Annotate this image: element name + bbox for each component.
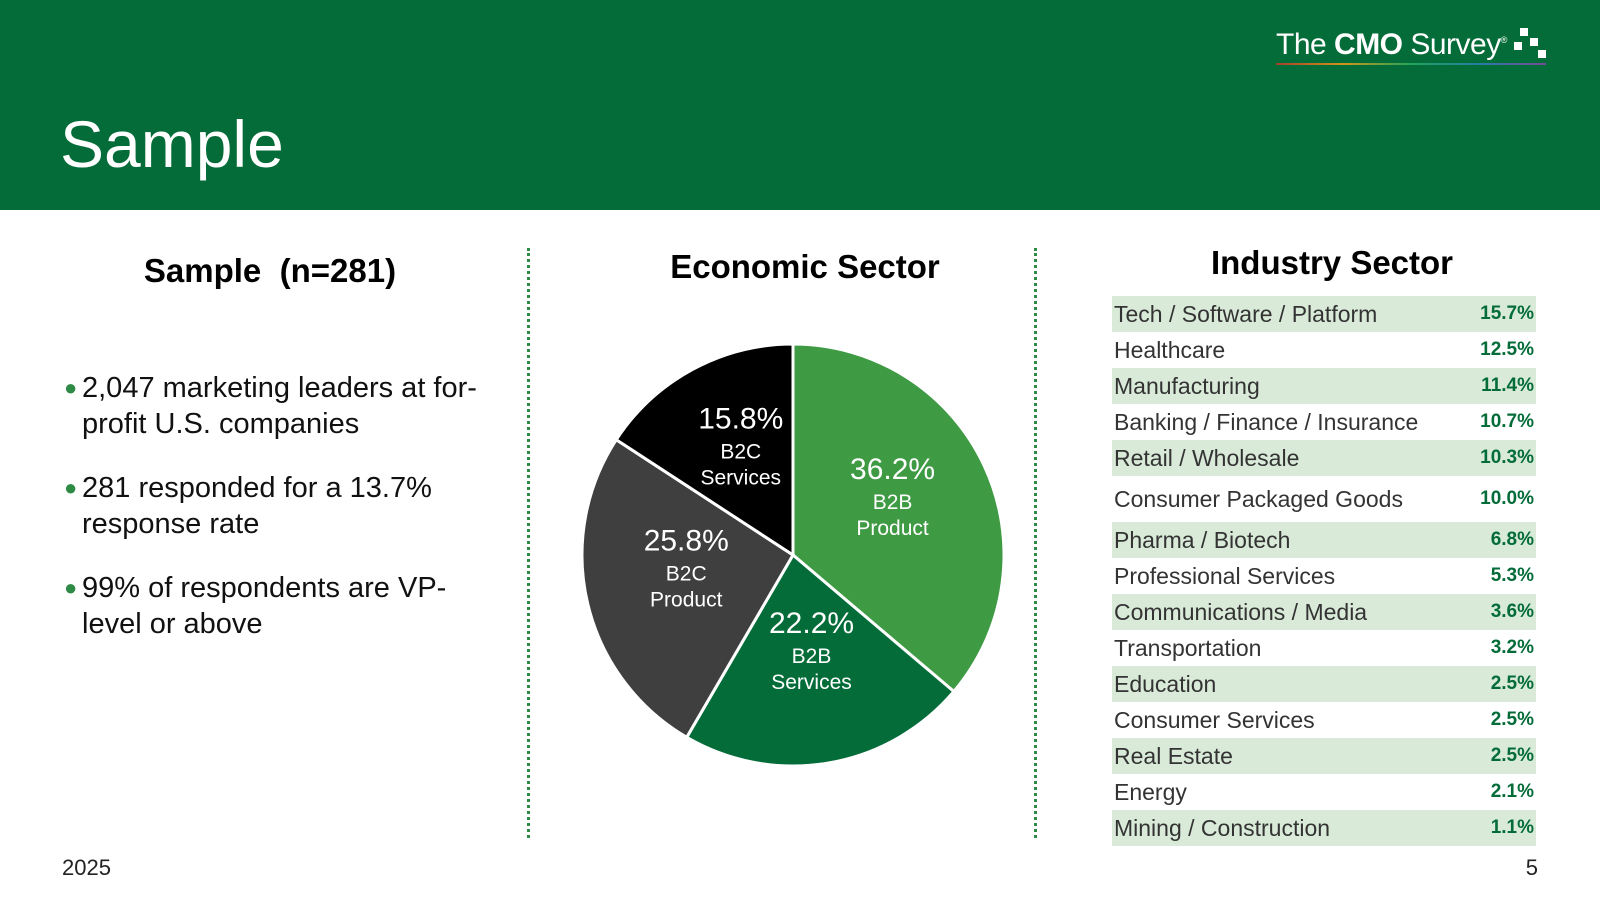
industry-value: 1.1% [1490,817,1534,838]
industry-label: Education [1114,671,1217,697]
pie-slice-percent: 22.2% [769,607,854,640]
industry-value: 2.5% [1490,745,1534,766]
industry-label: Mining / Construction [1114,815,1331,841]
industry-row: Banking / Finance / Insurance 10.7% [1112,404,1536,440]
header-banner [0,0,1600,210]
industry-row: Consumer Services 2.5% [1112,702,1536,738]
industry-value: 11.4% [1481,375,1534,396]
industry-value: 10.0% [1480,488,1534,509]
industry-value: 3.6% [1490,601,1534,622]
industry-row: Communications / Media 3.6% [1112,594,1536,630]
industry-row: Consumer Packaged Goods 10.0% [1112,476,1536,522]
bullet-item: ● 99% of respondents are VP-level or abov… [64,570,504,642]
sample-bullets: ● 2,047 marketing leaders at for-profit U… [64,370,504,670]
industry-label: Tech / Software / Platform [1114,301,1378,327]
industry-label: Consumer Packaged Goods [1114,486,1403,512]
industry-value: 3.2% [1490,637,1534,658]
industry-row: Manufacturing 11.4% [1112,368,1536,404]
industry-label: Pharma / Biotech [1114,527,1291,553]
bullet-text: 281 responded for a 13.7% response rate [82,472,432,540]
pie-slice-percent: 36.2% [850,453,935,486]
industry-label: Manufacturing [1114,373,1260,399]
pie-slice-percent: 15.8% [698,403,783,436]
industry-label: Healthcare [1114,337,1226,363]
logo-squares-icon [1514,28,1560,64]
pie-slice-label: Services [700,467,781,490]
divider-left [527,248,530,838]
divider-right [1034,248,1037,838]
page-number: 5 [1525,855,1538,880]
pie-slice [614,342,795,558]
bullet-text: 99% of respondents are VP-level or above [82,572,447,640]
industry-value: 2.1% [1490,781,1534,802]
cmo-survey-logo: The CMO Survey® [1276,28,1507,68]
industry-label: Banking / Finance / Insurance [1114,409,1419,435]
industry-value: 15.7% [1480,303,1534,324]
pie-slice [791,342,1006,694]
bullet-item: ● 281 responded for a 13.7% response rate [64,470,504,542]
bullet-item: ● 2,047 marketing leaders at for-profit U… [64,370,504,442]
bullet-text: 2,047 marketing leaders at for-profit U.… [82,372,477,440]
industry-row: Mining / Construction 1.1% [1112,810,1536,846]
industry-sector-table: Tech / Software / Platform 15.7% Healthcar… [1112,296,1536,846]
industry-value: 2.5% [1490,673,1534,694]
industry-sector-title: Industry Sector [1210,244,1454,281]
industry-label: Real Estate [1114,743,1233,769]
industry-value: 6.8% [1490,529,1534,550]
pie-slice-label: Product [650,588,723,611]
economic-sector-title: Economic Sector [670,248,940,285]
pie-slice-label: B2C [720,441,761,464]
industry-label: Consumer Services [1114,707,1315,733]
industry-row: Professional Services 5.3% [1112,558,1536,594]
industry-label: Transportation [1114,635,1262,661]
pie-slice-label: Services [771,671,852,694]
industry-row: Energy 2.1% [1112,774,1536,810]
industry-row: Pharma / Biotech 6.8% [1112,522,1536,558]
footer-year: 2025 [62,855,111,880]
industry-row: Education 2.5% [1112,666,1536,702]
page-title: Sample [60,107,284,181]
pie-slice-label: B2B [792,645,832,668]
industry-value: 2.5% [1490,709,1534,730]
pie-slice-label: B2B [873,491,913,514]
bullet-icon: ● [64,575,78,600]
bullet-icon: ● [64,475,78,500]
industry-label: Professional Services [1114,563,1336,589]
pie-slice-label: B2C [666,562,707,585]
industry-row: Retail / Wholesale 10.3% [1112,440,1536,476]
industry-value: 5.3% [1490,565,1534,586]
logo-prefix: The [1276,28,1335,61]
logo-suffix: Survey [1402,28,1501,61]
pie-slice [580,437,796,740]
industry-row: Transportation 3.2% [1112,630,1536,666]
industry-value: 10.7% [1480,411,1534,432]
sample-title: Sample (n=281) [143,252,397,289]
industry-row: Real Estate 2.5% [1112,738,1536,774]
pie-slice-percent: 25.8% [644,524,729,557]
industry-label: Retail / Wholesale [1114,445,1300,471]
pie-slice-label: Product [856,517,929,540]
industry-label: Communications / Media [1114,599,1368,625]
industry-value: 10.3% [1480,447,1534,468]
pie-slice [684,552,956,768]
bullet-icon: ● [64,375,78,400]
industry-row: Healthcare 12.5% [1112,332,1536,368]
industry-row: Tech / Software / Platform 15.7% [1112,296,1536,332]
industry-label: Energy [1114,779,1187,805]
logo-underline [1276,63,1546,65]
logo-brand: CMO [1334,28,1403,61]
logo-registered: ® [1500,35,1508,45]
industry-value: 12.5% [1480,339,1534,360]
